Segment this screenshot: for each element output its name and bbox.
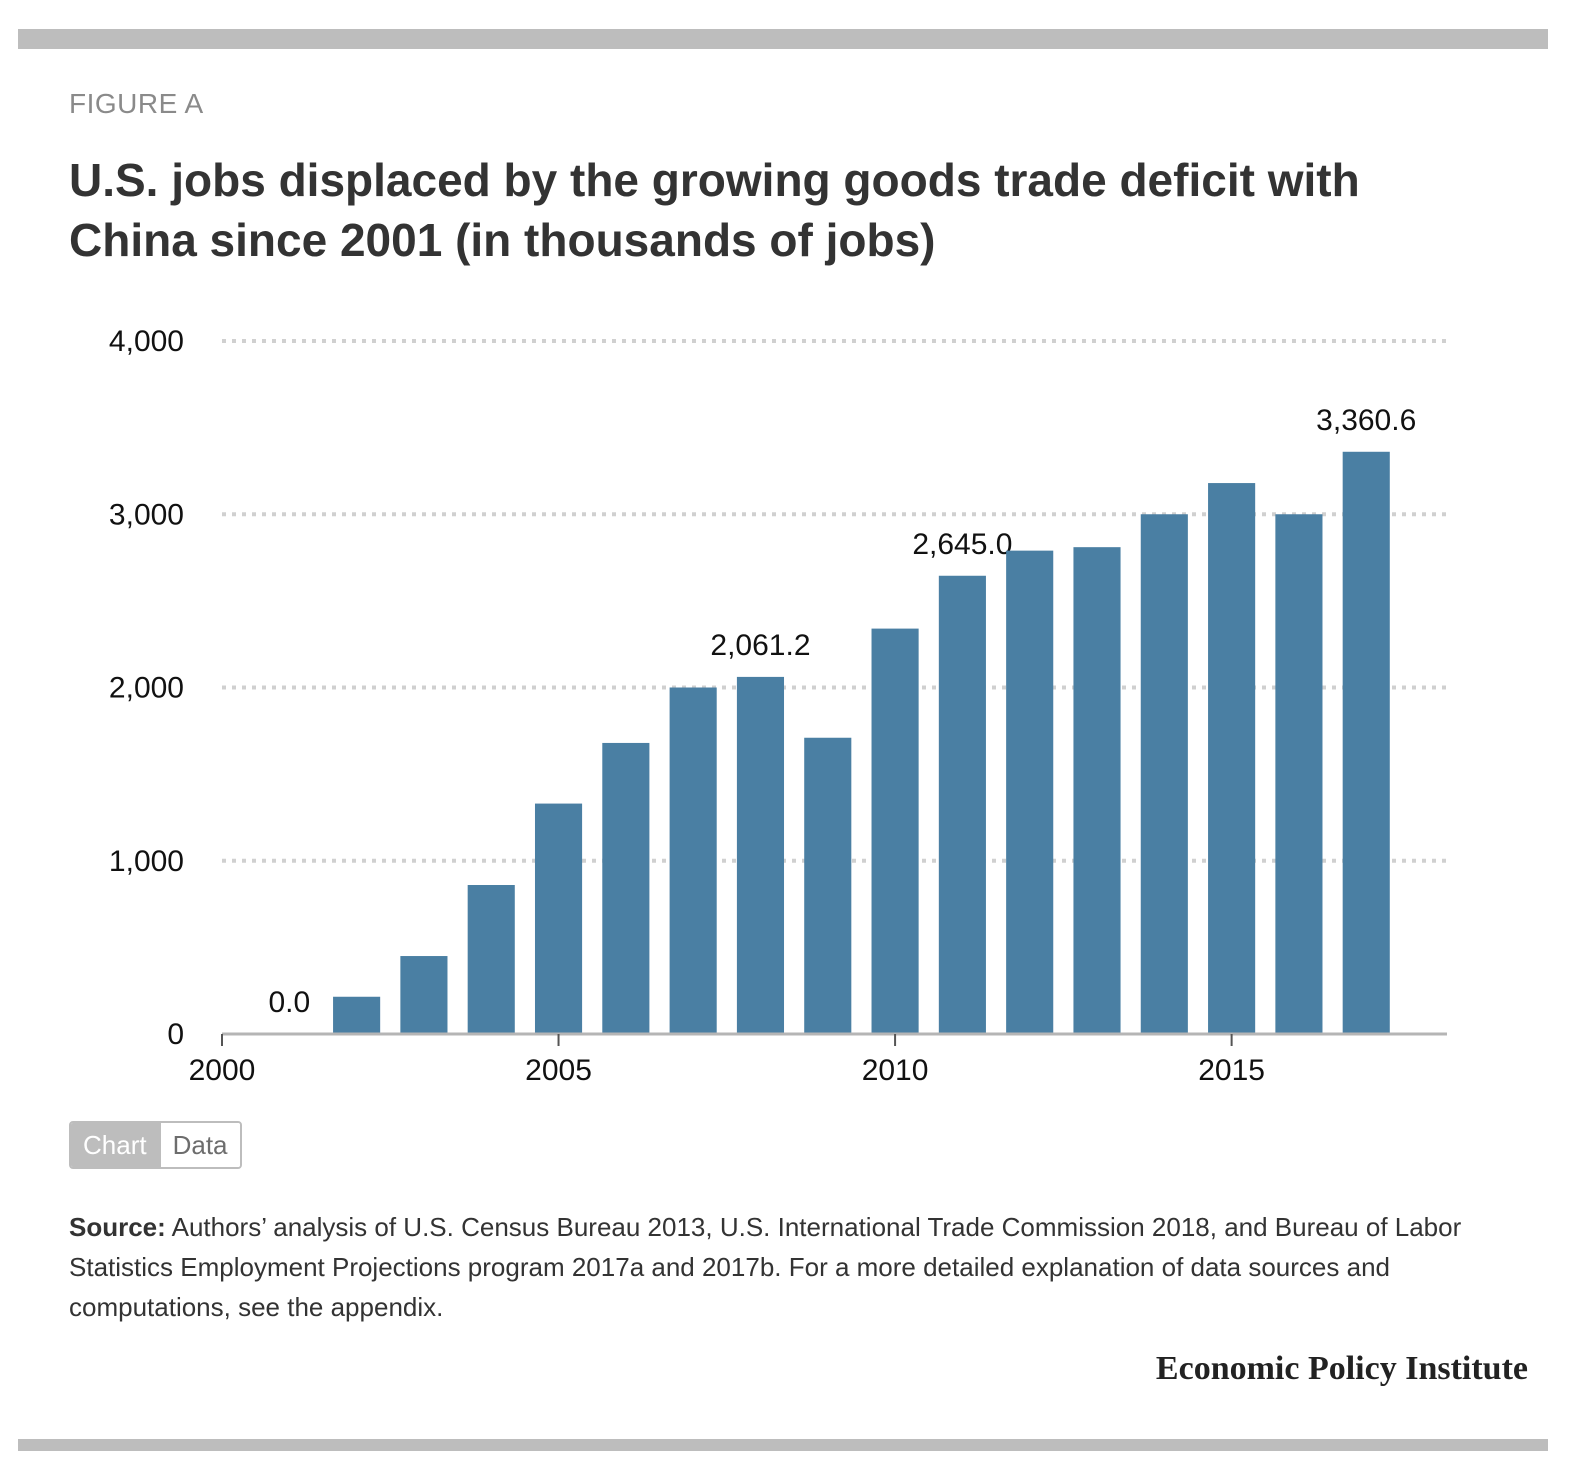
bar <box>1006 550 1054 1034</box>
source-label: Source: <box>69 1212 166 1242</box>
bar <box>333 996 381 1034</box>
bar-data-label: 2,061.2 <box>710 629 810 662</box>
bar-data-label: 3,360.6 <box>1316 404 1416 437</box>
bar <box>602 742 650 1034</box>
chart-view-button[interactable]: Chart <box>71 1123 159 1167</box>
x-tick-label: 2005 <box>525 1054 592 1087</box>
brand-wordmark: Economic Policy Institute <box>1155 1350 1528 1387</box>
y-tick-label: 3,000 <box>109 498 184 531</box>
data-view-button[interactable]: Data <box>158 1123 240 1167</box>
bar <box>1342 451 1390 1034</box>
bottom-rule <box>18 1439 1548 1451</box>
bar <box>1073 547 1121 1034</box>
top-rule <box>18 29 1548 49</box>
figure-label: FIGURE A <box>69 88 204 119</box>
bar-chart: 0 1,000 2,000 3,000 4,000 0.0 2,061.2 2,645.0 3,… <box>109 325 1447 1087</box>
bar <box>938 575 986 1034</box>
y-tick-label: 1,000 <box>109 845 184 878</box>
bar <box>669 687 717 1034</box>
view-toggle: Chart Data <box>69 1121 242 1169</box>
bar <box>736 676 785 1034</box>
x-tick-label: 2010 <box>862 1054 929 1087</box>
bar <box>871 628 919 1034</box>
y-tick-label: 2,000 <box>109 672 184 705</box>
bar <box>1275 514 1323 1034</box>
bar <box>804 737 852 1034</box>
bar-data-label: 0.0 <box>268 986 310 1019</box>
bar <box>467 885 515 1034</box>
source-note: Source: Authors’ analysis of U.S. Census… <box>69 1207 1489 1327</box>
bar <box>400 956 448 1034</box>
y-tick-label: 4,000 <box>109 325 184 358</box>
bar <box>534 803 583 1034</box>
x-tick-label: 2000 <box>189 1054 256 1087</box>
bar <box>1208 483 1256 1034</box>
chart-title: U.S. jobs displaced by the growing goods… <box>69 154 1360 266</box>
bar-data-label: 2,645.0 <box>912 528 1012 561</box>
source-text: Authors’ analysis of U.S. Census Bureau … <box>69 1212 1462 1322</box>
y-tick-label: 0 <box>167 1018 184 1051</box>
bar <box>1140 514 1188 1034</box>
x-tick-label: 2015 <box>1198 1054 1265 1087</box>
